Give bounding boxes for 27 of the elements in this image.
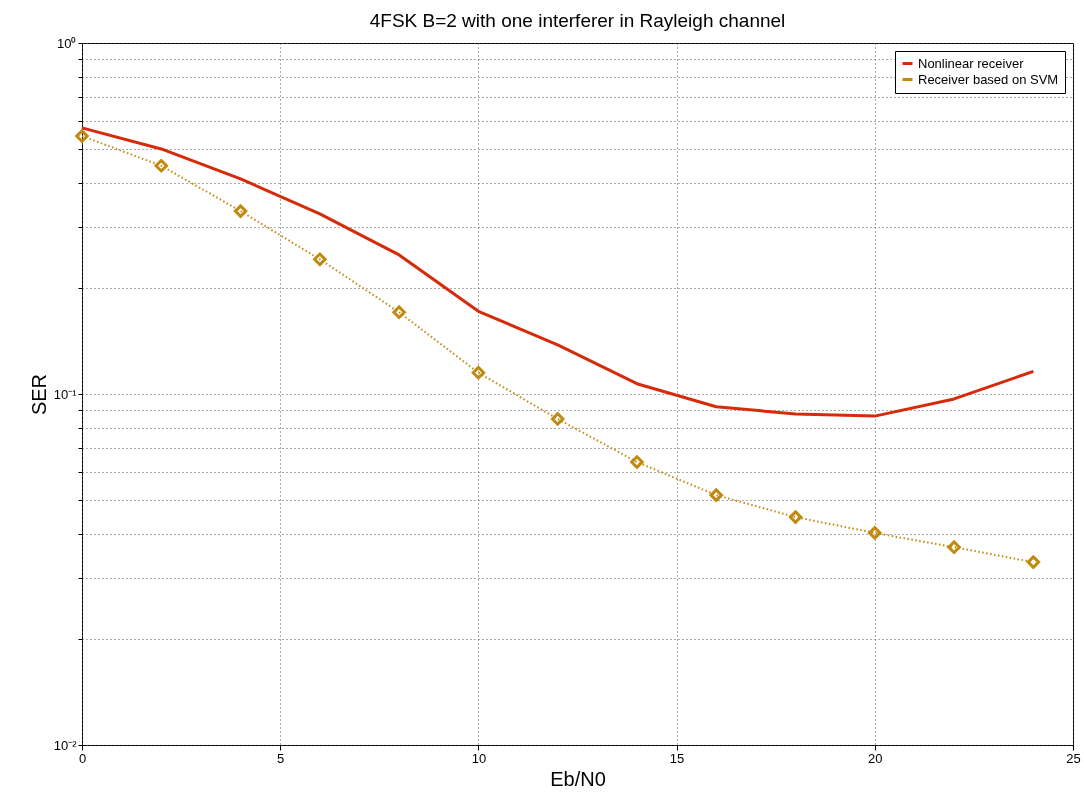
point bbox=[75, 129, 89, 143]
y-tick-label: 10⁻¹ bbox=[53, 386, 78, 402]
point bbox=[868, 526, 882, 540]
point bbox=[709, 488, 723, 502]
x-tick-label: 20 bbox=[868, 750, 883, 766]
x-tick-label: 5 bbox=[277, 750, 285, 766]
x-tick-label: 0 bbox=[78, 750, 87, 766]
point bbox=[313, 252, 327, 267]
y-tick-label: 10⁰ bbox=[57, 35, 77, 51]
y-axis-title: SER bbox=[27, 373, 50, 416]
x-axis-title: Eb/N0 bbox=[550, 767, 606, 790]
chart-title: 4FSK B=2 with one interferer in Rayleigh channel bbox=[369, 10, 786, 31]
legend-label: Receiver based on SVM bbox=[918, 71, 1059, 87]
point bbox=[550, 412, 565, 426]
x-tick-label: 25 bbox=[1066, 750, 1081, 766]
point bbox=[630, 455, 644, 469]
point bbox=[1026, 555, 1041, 569]
point bbox=[947, 540, 961, 554]
point bbox=[788, 510, 803, 524]
y-tick-label: 10⁻² bbox=[53, 737, 78, 753]
x-tick-label: 10 bbox=[471, 750, 487, 766]
point bbox=[392, 305, 406, 319]
point bbox=[154, 159, 169, 173]
point bbox=[233, 204, 248, 218]
legend-label: Nonlinear receiver bbox=[918, 55, 1025, 71]
point bbox=[471, 365, 486, 380]
x-tick-label: 15 bbox=[669, 750, 685, 766]
